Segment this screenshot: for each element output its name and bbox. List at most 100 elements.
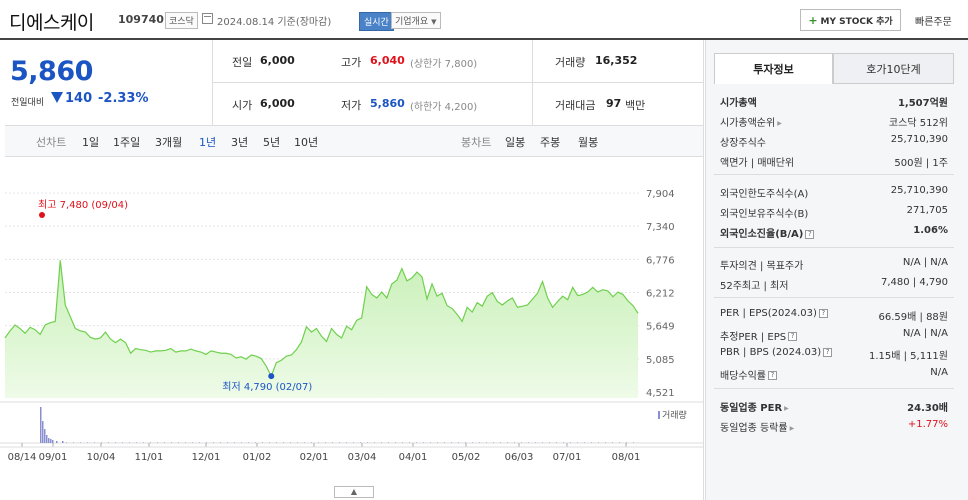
invest-row-label: 외국인소진율(B/A)?	[720, 225, 815, 240]
x-tick-label: 08/01	[612, 452, 641, 463]
invest-row-label: 동일업종 PER ▶	[720, 399, 789, 414]
y-tick-label: 5,649	[646, 322, 675, 333]
volume-bar	[234, 442, 235, 443]
volume-bar	[598, 442, 599, 443]
invest-row-label: 시가총액	[720, 94, 757, 109]
volume-bar	[297, 442, 298, 443]
volume-bar	[122, 442, 123, 443]
volume-bar	[199, 442, 200, 443]
invest-row-value: 66.59배 | 88원	[878, 312, 948, 323]
prev-close-label: 전일	[232, 56, 253, 69]
invest-row-value: 코스닥 512위	[888, 118, 948, 129]
volume-bar	[591, 442, 592, 443]
period-1y[interactable]: 1년	[199, 136, 217, 149]
volume-bar	[528, 442, 529, 443]
current-price: 5,860	[10, 56, 93, 87]
volume-bar	[542, 442, 543, 443]
x-tick-label: 01/02	[243, 452, 272, 463]
volume-bar	[94, 442, 95, 443]
invest-label-text: 외국인한도주식수(A)	[720, 189, 809, 200]
volume-bar	[304, 442, 305, 443]
period-3m[interactable]: 3개월	[155, 136, 183, 149]
period-5y[interactable]: 5년	[263, 136, 281, 149]
tab-orderbook[interactable]: 호가10단계	[833, 53, 954, 84]
help-icon[interactable]: ?	[823, 347, 833, 357]
help-icon[interactable]: ?	[818, 308, 828, 318]
volume-bar	[395, 442, 396, 443]
volume-bar	[325, 442, 326, 443]
volume-bar	[311, 442, 312, 443]
volume-bar	[402, 442, 403, 443]
volume-bar	[493, 442, 494, 443]
tab-invest-info[interactable]: 투자정보	[714, 53, 833, 84]
candle-daily[interactable]: 일봉	[505, 136, 526, 149]
chevron-right-icon[interactable]: ▶	[777, 119, 782, 127]
volume-bar	[262, 442, 263, 443]
period-1d[interactable]: 1일	[82, 136, 100, 149]
invest-row-label: 외국인보유주식수(B)	[720, 205, 808, 220]
volume-bar	[46, 435, 48, 443]
change-amount: 140	[65, 91, 93, 106]
invest-row-value: 24.30배	[907, 403, 948, 414]
x-tick-label: 12/01	[192, 452, 221, 463]
quick-order-link[interactable]: 빠른주문	[915, 17, 952, 28]
help-icon[interactable]: ?	[768, 371, 777, 380]
down-arrow-icon	[51, 92, 63, 103]
volume-bar	[500, 442, 501, 443]
collapse-chart-button[interactable]: ▲	[334, 486, 374, 498]
period-3y[interactable]: 3년	[231, 136, 249, 149]
price-area	[5, 260, 638, 398]
invest-row-label: 배당수익률?	[720, 367, 777, 382]
invest-label-text: 외국인소진율(B/A)	[720, 229, 804, 240]
volume-bar	[227, 442, 228, 443]
high-marker	[39, 212, 45, 218]
volume-bar	[514, 442, 515, 443]
divider	[703, 40, 704, 500]
invest-row-value: 1.06%	[913, 225, 948, 236]
add-mystock-button[interactable]: + MY STOCK 추가	[800, 9, 901, 31]
period-10y[interactable]: 10년	[294, 136, 319, 149]
divider	[213, 82, 703, 83]
volume-bar	[157, 442, 158, 443]
invest-label-text: 동일업종 PER	[720, 403, 783, 414]
stock-code: 109740	[118, 13, 164, 26]
invest-row-value: 25,710,390	[890, 134, 948, 145]
invest-row-label: PBR | BPS (2024.03)?	[720, 347, 833, 358]
company-overview-dropdown[interactable]: 기업개요 ▼	[391, 12, 441, 29]
volume-bar	[339, 442, 340, 443]
candle-chart-label: 봉차트	[461, 136, 492, 149]
volume-bar	[416, 442, 417, 443]
invest-label-text: 동일업종 등락률	[720, 423, 788, 434]
y-tick-label: 6,212	[646, 289, 675, 300]
open-label: 시가	[232, 99, 253, 112]
volume-bar	[241, 442, 242, 443]
volume-bar	[178, 442, 179, 443]
chevron-right-icon[interactable]: ▶	[784, 404, 789, 412]
candle-weekly[interactable]: 주봉	[540, 136, 561, 149]
help-icon[interactable]: ?	[805, 229, 815, 239]
invest-row-label: 52주최고 | 최저	[720, 277, 788, 292]
x-tick-label: 03/04	[348, 452, 377, 463]
volume-value: 16,352	[595, 54, 638, 67]
volume-bar	[129, 442, 130, 443]
help-icon[interactable]: ?	[788, 332, 798, 341]
high-label: 고가	[341, 56, 362, 69]
invest-row-value: N/A	[930, 366, 948, 378]
chevron-right-icon[interactable]: ▶	[789, 424, 795, 432]
volume-bar	[437, 442, 438, 443]
volume-bar	[381, 442, 382, 443]
invest-label-text: 추정PER | EPS	[720, 331, 787, 343]
x-tick-label: 10/04	[87, 452, 116, 463]
period-1w[interactable]: 1주일	[113, 136, 141, 149]
trade-value-label: 거래대금	[555, 99, 596, 112]
invest-row-value: 1.15배 | 5,111원	[868, 351, 948, 362]
volume-bar	[44, 429, 46, 443]
volume-bar	[269, 442, 270, 443]
upper-limit: (상한가 7,800)	[410, 59, 478, 70]
volume-bar	[52, 440, 54, 443]
candle-monthly[interactable]: 월봉	[578, 136, 599, 149]
volume-bar	[444, 442, 445, 443]
x-tick-label: 09/01	[39, 452, 68, 463]
realtime-button[interactable]: 실시간	[359, 12, 394, 31]
section-divider	[714, 247, 954, 248]
